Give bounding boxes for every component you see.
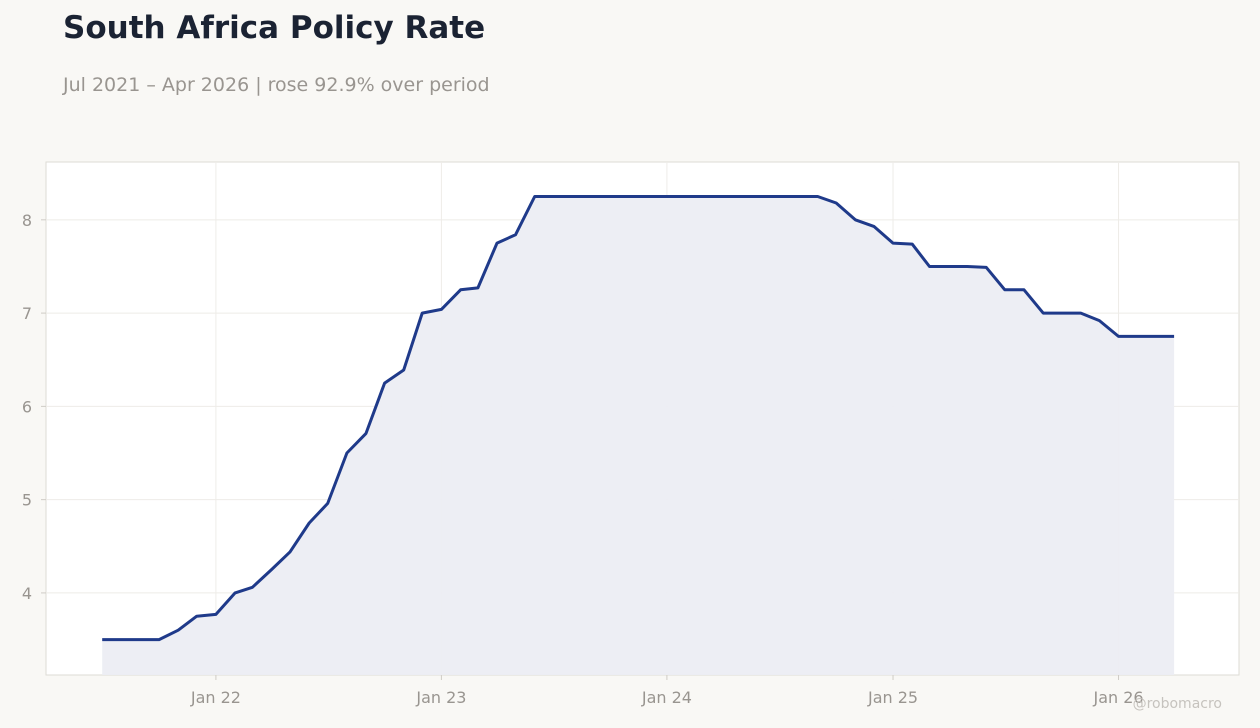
data-point xyxy=(1042,312,1045,315)
x-tick-label: Jan 26 xyxy=(1092,688,1143,707)
data-point xyxy=(533,195,536,198)
watermark: @robomacro xyxy=(1132,696,1222,712)
data-point xyxy=(816,195,819,198)
data-point xyxy=(1098,319,1101,322)
data-point xyxy=(251,586,254,589)
data-point xyxy=(947,265,950,268)
data-point xyxy=(1060,312,1063,315)
data-point xyxy=(365,432,368,435)
x-tick-label: Jan 24 xyxy=(641,688,692,707)
data-point xyxy=(158,638,161,641)
series-line xyxy=(102,195,1175,642)
x-tick-label: Jan 23 xyxy=(415,688,466,707)
data-point xyxy=(872,225,875,228)
data-point xyxy=(345,452,348,455)
data-point xyxy=(928,265,931,268)
y-axis: 4 5 6 7 8 xyxy=(22,211,46,603)
data-point xyxy=(835,202,838,205)
data-point xyxy=(571,195,574,198)
data-point xyxy=(195,615,198,618)
y-tick-label: 5 xyxy=(22,491,32,510)
data-point xyxy=(1154,335,1157,338)
series-area-fill xyxy=(102,196,1175,675)
x-axis: Jan 22 Jan 23 Jan 24 Jan 25 Jan 26 xyxy=(190,675,1144,707)
data-point xyxy=(326,502,329,505)
data-point xyxy=(740,195,743,198)
data-point xyxy=(1136,335,1139,338)
data-point xyxy=(552,195,555,198)
data-point xyxy=(440,308,443,311)
data-point xyxy=(665,195,668,198)
x-tick-label: Jan 25 xyxy=(867,688,918,707)
data-point xyxy=(459,288,462,291)
y-tick-label: 7 xyxy=(22,304,32,323)
data-point xyxy=(722,195,725,198)
y-tick-label: 4 xyxy=(22,584,32,603)
data-point xyxy=(270,568,273,571)
data-point xyxy=(402,369,405,372)
y-tick-label: 8 xyxy=(22,211,32,230)
data-point xyxy=(177,629,180,632)
data-point xyxy=(703,195,706,198)
data-point xyxy=(1173,335,1176,338)
chart-title: South Africa Policy Rate xyxy=(63,10,486,46)
data-point xyxy=(966,265,969,268)
data-point xyxy=(214,613,217,616)
x-tick-label: Jan 22 xyxy=(190,688,241,707)
data-point xyxy=(759,195,762,198)
data-point xyxy=(496,242,499,245)
data-point xyxy=(139,638,142,641)
data-point xyxy=(911,243,914,246)
data-point xyxy=(234,591,237,594)
data-point xyxy=(646,195,649,198)
data-point xyxy=(778,195,781,198)
data-point xyxy=(101,638,104,641)
data-point xyxy=(854,218,857,221)
data-point xyxy=(120,638,123,641)
data-point xyxy=(1117,335,1120,338)
data-point xyxy=(289,550,292,553)
data-point xyxy=(1003,288,1006,291)
chart-subtitle: Jul 2021 – Apr 2026 | rose 92.9% over pe… xyxy=(63,74,490,96)
data-point xyxy=(421,312,424,315)
y-tick-label: 6 xyxy=(22,397,32,416)
data-point xyxy=(476,286,479,289)
data-point xyxy=(1079,312,1082,315)
data-point xyxy=(797,195,800,198)
data-point xyxy=(590,195,593,198)
data-point xyxy=(1023,288,1026,291)
data-point xyxy=(514,233,517,236)
data-point xyxy=(308,522,311,525)
data-point xyxy=(985,266,988,269)
data-point xyxy=(892,242,895,245)
data-point xyxy=(628,195,631,198)
data-point xyxy=(609,195,612,198)
data-point xyxy=(685,195,688,198)
data-point xyxy=(383,382,386,385)
